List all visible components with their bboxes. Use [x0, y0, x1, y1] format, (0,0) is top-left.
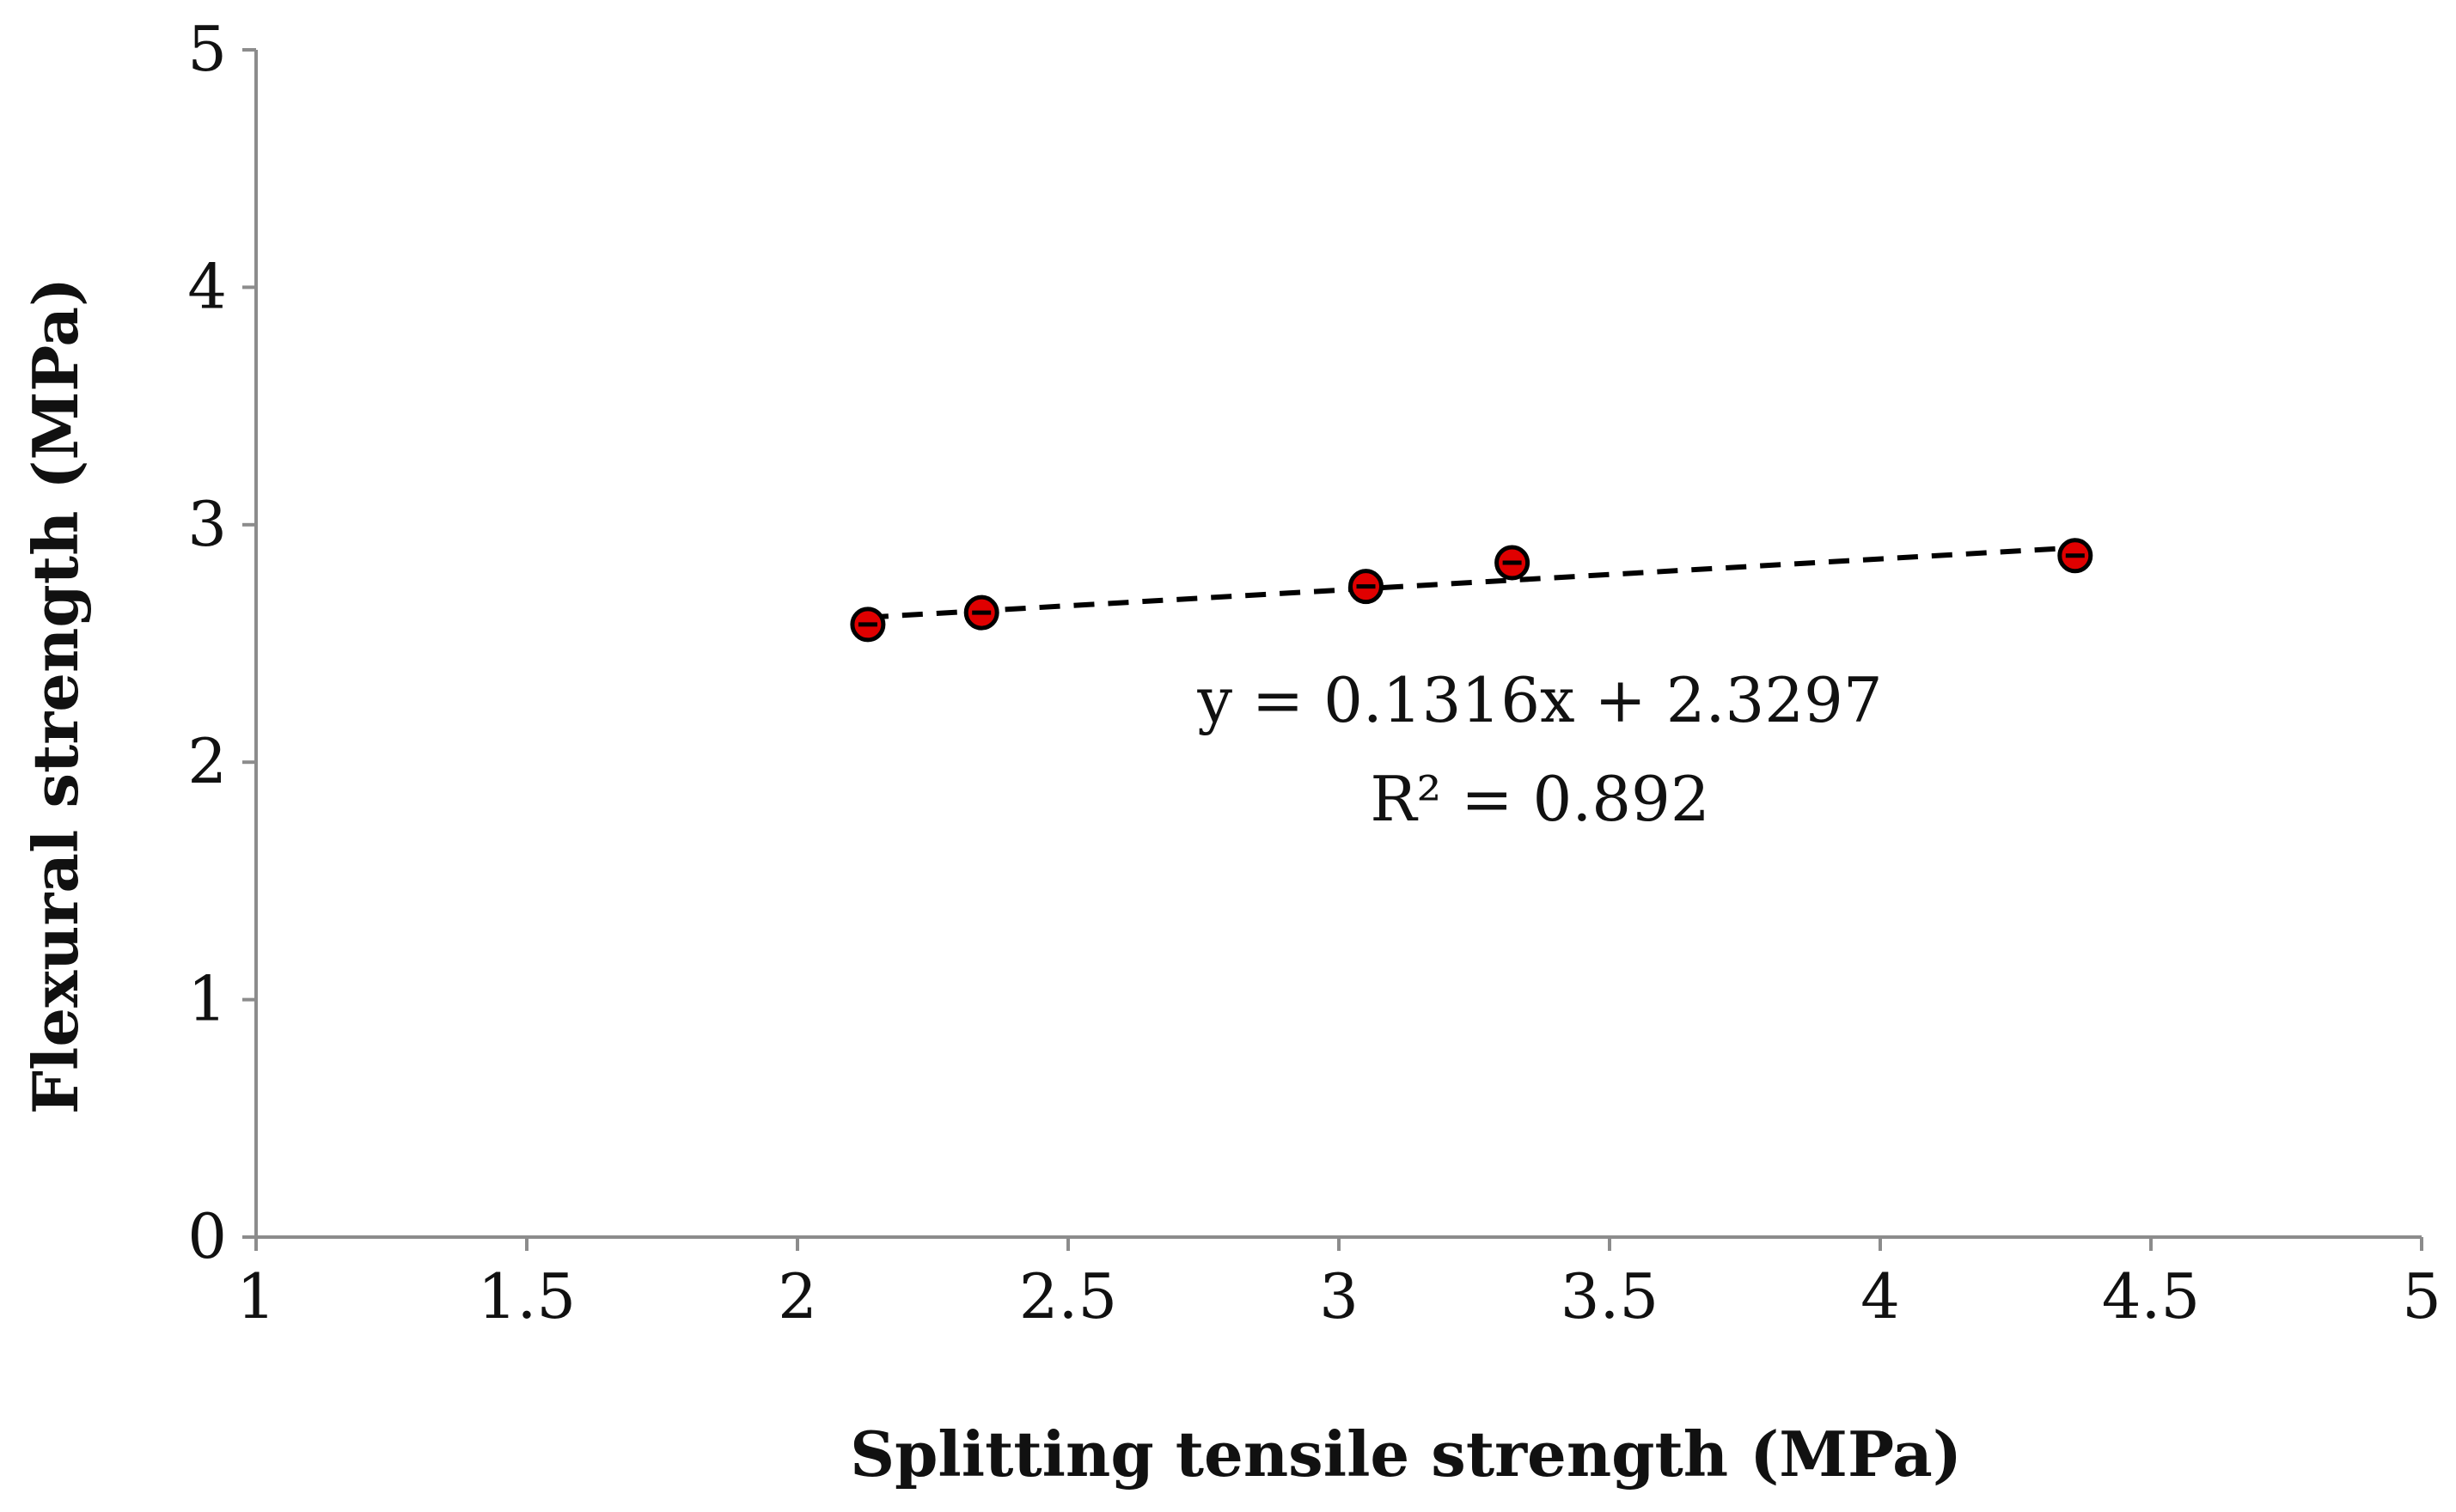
trendline-equation: y = 0.1316x + 2.3297 — [1196, 664, 1882, 736]
x-tick-label: 3.5 — [1561, 1260, 1659, 1332]
x-tick-label: 1 — [236, 1260, 276, 1332]
x-tick-label: 1.5 — [478, 1260, 577, 1332]
x-tick-labels: 1 1.5 2 2.5 3 3.5 4 4.5 5 — [236, 1260, 2441, 1332]
x-axis-title: Splitting tensile strength (MPa) — [850, 1418, 1962, 1491]
y-tick-label: 3 — [187, 488, 227, 560]
y-tick-label: 0 — [187, 1200, 227, 1272]
trendline-layer — [867, 545, 2075, 620]
y-axis-title: Flexural strength (MPa) — [19, 277, 92, 1114]
x-tick-label: 4.5 — [2102, 1260, 2201, 1332]
axes — [242, 48, 2423, 1251]
y-tick-label: 2 — [187, 725, 227, 797]
x-tick-label: 2 — [778, 1260, 817, 1332]
y-tick-labels: 0 1 2 3 4 5 — [187, 13, 227, 1272]
x-tick-label: 3 — [1319, 1260, 1359, 1332]
x-tick-label: 5 — [2402, 1260, 2441, 1332]
data-points — [850, 538, 2093, 643]
trendline — [867, 545, 2075, 620]
y-tick-label: 5 — [187, 13, 227, 85]
y-tick-label: 4 — [187, 250, 227, 322]
r-squared-label: R² = 0.892 — [1370, 763, 1709, 835]
x-tick-label: 4 — [1860, 1260, 1900, 1332]
y-tick-label: 1 — [187, 963, 227, 1035]
x-tick-label: 2.5 — [1019, 1260, 1118, 1332]
